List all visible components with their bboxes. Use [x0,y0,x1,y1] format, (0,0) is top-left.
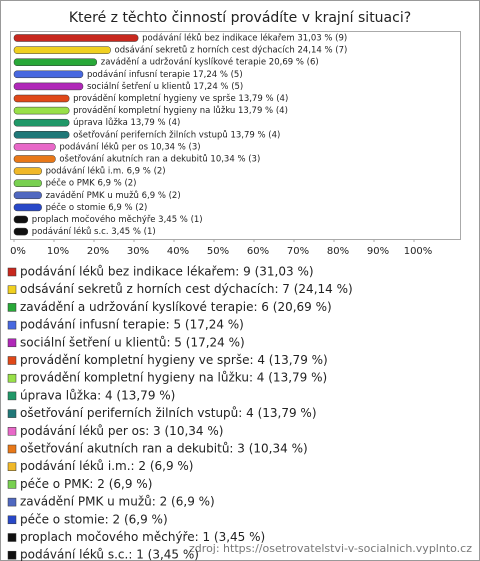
data-label: ošetřování akutních ran a dekubitů 10,34… [59,154,260,165]
legend-swatch [7,303,17,312]
legend-label: podávání léků per os: 3 (10,34 %) [20,424,223,438]
data-label: zavádění a udržování kyslíkové terapie 2… [101,57,319,68]
x-tick-label: 40% [167,246,189,257]
x-tick-label: 70% [287,246,309,257]
data-label: proplach močového měchýře 3,45 % (1) [32,214,203,225]
legend-label: zavádění PMK u mužů: 2 (6,9 %) [20,495,215,509]
x-tick-label: 20% [87,246,109,257]
legend-swatch [7,480,17,489]
legend-label: proplach močového měchýře: 1 (3,45 %) [20,530,265,544]
bar [13,215,29,224]
data-label: podávání léků bez indikace lékařem 31,03… [142,33,347,44]
bar [13,34,139,42]
bar [13,203,42,212]
legend-label: podávání léků s.c.: 1 (3,45 %) [20,548,199,561]
legend-label: péče o PMK: 2 (6,9 %) [20,477,152,491]
bar [13,46,111,54]
bar [13,94,70,103]
legend-label: provádění kompletní hygieny na lůžku: 4 … [20,371,327,385]
data-label: podávání léků s.c. 3,45 % (1) [32,226,156,237]
legend-swatch [7,356,17,365]
legend-swatch [7,320,17,330]
bar [13,118,70,127]
x-tick-label: 10% [47,246,69,257]
legend-label: odsávání sekretů z horních cest dýchacíc… [20,282,353,296]
data-label: podávání infusní terapie 17,24 % (5) [87,70,243,80]
bar [13,82,84,91]
legend-swatch [7,497,17,507]
legend-swatch [7,462,17,471]
legend-label: zavádění a udržování kyslíkové terapie: … [20,300,332,314]
data-label: zavádění PMK u mužů 6,9 % (2) [46,190,181,201]
bar [13,227,29,236]
legend-swatch [7,533,17,542]
legend-label: sociální šetření u klientů: 5 (17,24 %) [20,335,245,349]
legend-swatch [7,515,17,525]
data-label: provádění kompletní hygieny na lůžku 13,… [73,105,288,116]
data-label: ošetřování periferních žilních vstupů 13… [73,129,280,140]
x-tick-label: 30% [127,246,149,257]
bar [13,155,56,163]
legend-swatch [7,550,17,560]
legend-swatch [7,391,17,401]
bar [13,167,42,175]
legend-label: ošetřování akutních ran a dekubitů: 3 (1… [20,442,308,456]
legend-label: podávání infusní terapie: 5 (17,24 %) [20,318,244,332]
x-tick-label: 90% [367,246,389,257]
x-tick-label: 80% [327,246,349,257]
bar [13,58,98,66]
chart-title: Které z těchto činností provádíte v kraj… [69,10,411,26]
legend-swatch [7,427,17,436]
bar [13,131,70,139]
legend-label: podávání léků bez indikace lékařem: 9 (3… [20,265,314,279]
data-label: sociální šetření u klientů 17,24 % (5) [87,81,243,92]
legend-swatch [7,267,17,277]
x-tick-label: 50% [207,246,229,257]
data-label: péče o PMK 6,9 % (2) [46,178,137,189]
data-label: odsávání sekretů z horních cest dýchacíc… [115,45,348,56]
source: zdroj: https://osetrovatelstvi-v-socialn… [189,542,472,555]
legend-label: úprava lůžka: 4 (13,79 %) [20,388,175,402]
x-tick-label: 60% [247,246,269,257]
legend-label: provádění kompletní hygieny ve sprše: 4 … [20,353,328,367]
bar [13,70,84,79]
legend-swatch [7,409,17,418]
legend-label: podávání léků i.m.: 2 (6,9 %) [20,459,193,473]
x-tick-label: 0% [10,246,26,257]
legend-swatch [7,444,17,454]
bar [13,179,42,187]
legend-label: péče o stomie: 2 (6,9 %) [20,512,168,526]
bar [13,106,70,115]
legend-label: ošetřování periferních žilních vstupů: 4… [20,406,317,420]
x-tick-label: 100% [404,246,433,257]
bar [13,191,42,200]
bar [13,143,56,151]
data-label: úprava lůžka 13,79 % (4) [73,117,180,128]
data-label: podávání léků per os 10,34 % (3) [59,141,200,152]
plot-area [10,31,461,240]
data-label: provádění kompletní hygieny ve sprše 13,… [73,93,288,104]
legend-swatch [7,373,17,383]
legend-swatch [7,338,17,348]
legend-swatch [7,285,17,294]
data-label: podávání léků i.m. 6,9 % (2) [46,166,166,177]
data-label: péče o stomie 6,9 % (2) [46,202,148,213]
